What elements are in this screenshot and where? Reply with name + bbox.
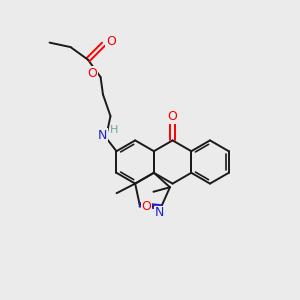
Text: O: O [88, 67, 98, 80]
Text: H: H [110, 125, 118, 135]
Text: O: O [106, 35, 116, 48]
Text: N: N [98, 129, 107, 142]
Text: O: O [141, 200, 151, 213]
Text: N: N [155, 206, 164, 220]
Text: O: O [168, 110, 178, 123]
